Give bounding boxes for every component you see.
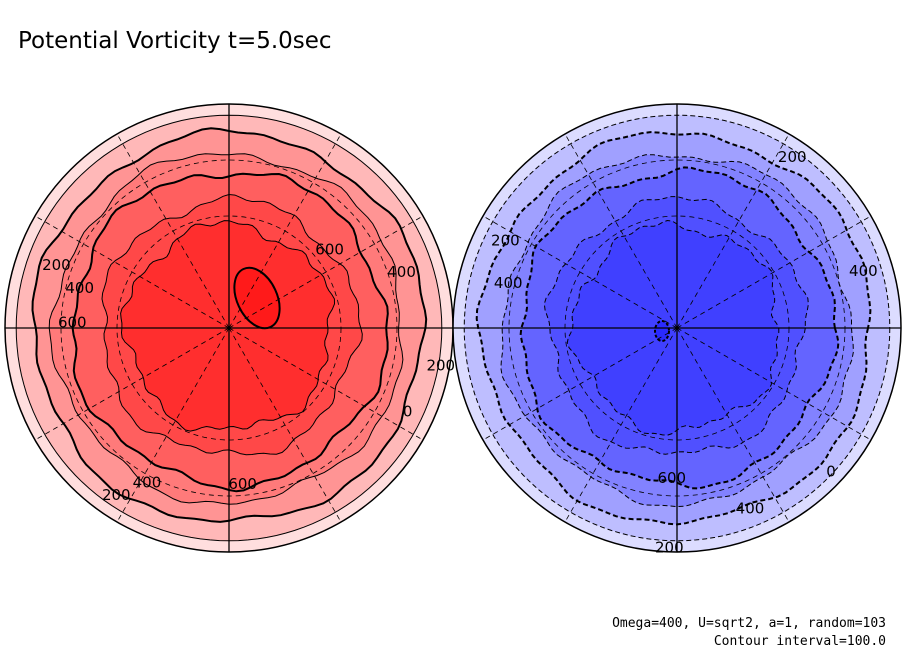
left-contour-label-3: 600 xyxy=(315,240,344,258)
left-contour-label-1: 400 xyxy=(65,279,94,297)
right-meridian-4 xyxy=(564,327,678,523)
left-meridian-8 xyxy=(116,133,230,329)
right-meridian-11 xyxy=(676,215,872,329)
right-meridian-8 xyxy=(564,133,678,329)
left-contour-label-5: 600 xyxy=(228,475,257,493)
left-meridian-7 xyxy=(34,215,230,329)
left-meridian-2 xyxy=(228,327,342,523)
right-contour-label-2: 400 xyxy=(494,274,523,292)
left-contour-label-7: 200 xyxy=(102,486,131,504)
left-contour-label-8: 200 xyxy=(426,356,455,374)
left-contour-label-0: 200 xyxy=(42,256,71,274)
left-contour-label-6: 400 xyxy=(133,473,162,491)
right-contour-line-5 xyxy=(543,196,809,455)
contour-interval-note: Contour interval=100.0 xyxy=(714,634,886,649)
left-contour-label-9: 0 xyxy=(403,402,413,420)
right-meridian-7 xyxy=(482,215,678,329)
right-vortex-core xyxy=(654,320,670,342)
chart-title: Potential Vorticity t=5.0sec xyxy=(18,28,332,54)
right-contour-label-7: 0 xyxy=(826,463,836,481)
right-hemisphere-disc: 200 200 400 400 600 400 200 0 xyxy=(452,103,902,556)
right-contour-label-4: 600 xyxy=(657,469,686,487)
left-contour-label-2: 600 xyxy=(58,314,87,332)
right-meridian-5 xyxy=(482,327,678,441)
right-meridian-2 xyxy=(676,327,790,523)
right-meridian-1 xyxy=(676,327,872,441)
left-meridian-5 xyxy=(34,327,230,441)
left-contour-label-4: 400 xyxy=(387,263,416,281)
left-meridian-10 xyxy=(228,133,342,329)
left-vortex-core xyxy=(233,266,281,330)
right-contour-label-0: 200 xyxy=(778,148,807,166)
right-contour-label-5: 400 xyxy=(736,500,765,518)
left-meridian-4 xyxy=(116,327,230,523)
right-contour-label-3: 400 xyxy=(849,262,878,280)
right-disc-boundary xyxy=(452,103,902,553)
parameter-note: Omega=400, U=sqrt2, a=1, random=103 xyxy=(612,616,886,631)
right-contour-label-6: 200 xyxy=(655,538,684,556)
left-meridian-1 xyxy=(228,327,424,441)
right-meridian-10 xyxy=(676,133,790,329)
right-contour-label-1: 200 xyxy=(491,232,520,250)
left-meridian-11 xyxy=(228,215,424,329)
